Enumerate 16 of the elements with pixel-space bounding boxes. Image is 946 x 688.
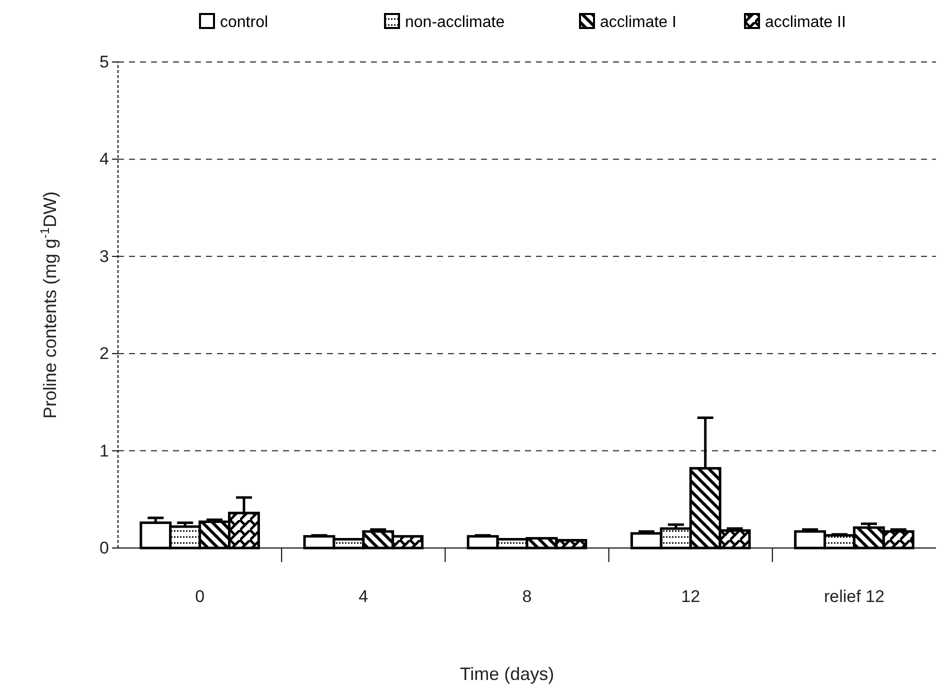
legend-label: control (220, 14, 268, 31)
x-tick-label: 12 (681, 587, 700, 606)
x-tick-label: 4 (358, 587, 368, 606)
legend-label: non-acclimate (405, 14, 505, 31)
y-tick-label: 1 (100, 441, 109, 460)
legend-label: acclimate II (765, 14, 846, 31)
y-tick-label: 4 (100, 150, 109, 169)
x-axis-title: Time (days) (460, 664, 554, 684)
y-tick-label: 3 (100, 246, 109, 266)
y-tick-label: 2 (100, 344, 109, 364)
y-tick-label: 0 (100, 538, 109, 558)
x-tick-label: 8 (522, 587, 532, 606)
legend-label: acclimate I (600, 14, 676, 31)
x-tick-label: 0 (195, 587, 205, 606)
y-tick-label: 5 (100, 52, 109, 72)
x-tick-label: relief 12 (824, 587, 884, 606)
